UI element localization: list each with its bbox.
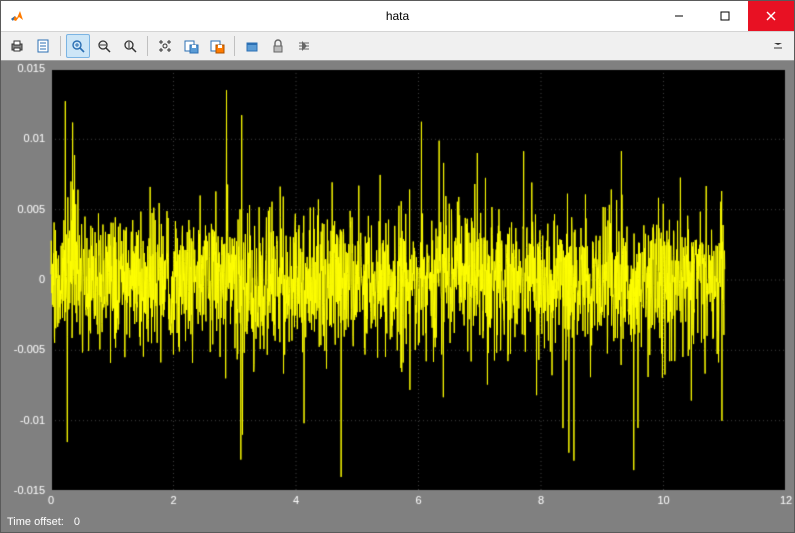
- time-offset-label: Time offset:: [7, 516, 64, 528]
- window-controls: [656, 1, 794, 31]
- zoom-x-icon[interactable]: [92, 34, 116, 58]
- plot-area[interactable]: [1, 61, 794, 511]
- dropdown-icon[interactable]: [766, 34, 790, 58]
- lock-icon[interactable]: [266, 34, 290, 58]
- titlebar: hata: [1, 1, 794, 32]
- toolbar-separator: [147, 36, 148, 56]
- matlab-icon: [9, 8, 25, 24]
- close-button[interactable]: [748, 1, 794, 31]
- autoscale-icon[interactable]: [153, 34, 177, 58]
- maximize-button[interactable]: [702, 1, 748, 31]
- time-offset-value: 0: [74, 516, 80, 528]
- float-icon[interactable]: [240, 34, 264, 58]
- zoom-in-icon[interactable]: [66, 34, 90, 58]
- zoom-y-icon[interactable]: [118, 34, 142, 58]
- toolbar-separator: [234, 36, 235, 56]
- save-config-icon[interactable]: [179, 34, 203, 58]
- minimize-button[interactable]: [656, 1, 702, 31]
- print-icon[interactable]: [5, 34, 29, 58]
- signal-select-icon[interactable]: [292, 34, 316, 58]
- restore-config-icon[interactable]: [205, 34, 229, 58]
- parameters-icon[interactable]: [31, 34, 55, 58]
- scope-window: hata Time offset: 0: [0, 0, 795, 533]
- toolbar: [1, 32, 794, 61]
- scope-canvas: [1, 61, 794, 514]
- statusbar: Time offset: 0: [1, 511, 794, 532]
- toolbar-separator: [60, 36, 61, 56]
